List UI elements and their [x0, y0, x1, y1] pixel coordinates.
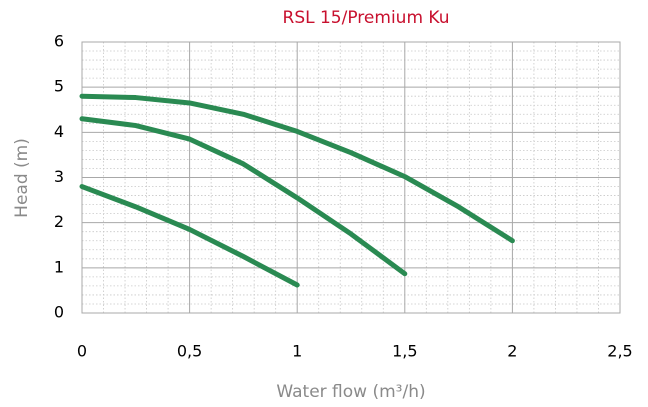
x-axis-label: Water flow (m³/h)	[276, 382, 425, 402]
y-tick-label: 2	[54, 212, 64, 231]
y-axis-label: Head (m)	[12, 138, 32, 218]
y-tick-label: 1	[54, 257, 64, 276]
y-tick-label: 5	[54, 77, 64, 96]
y-tick-label: 6	[54, 32, 64, 51]
x-tick-label: 1,5	[392, 342, 417, 361]
curve	[79, 184, 300, 288]
x-tick-label: 1	[292, 342, 302, 361]
x-tick-label: 0	[77, 342, 87, 361]
y-tick-label: 4	[54, 122, 64, 141]
x-tick-label: 0,5	[177, 342, 202, 361]
y-tick-label: 0	[54, 303, 64, 322]
chart-title: RSL 15/Premium Ku	[283, 8, 450, 28]
x-tick-label: 2,5	[607, 342, 632, 361]
y-tick-label: 3	[54, 167, 64, 186]
curve	[79, 116, 408, 277]
plot-border	[81, 41, 621, 314]
x-tick-label: 2	[507, 342, 517, 361]
curve	[79, 93, 515, 244]
